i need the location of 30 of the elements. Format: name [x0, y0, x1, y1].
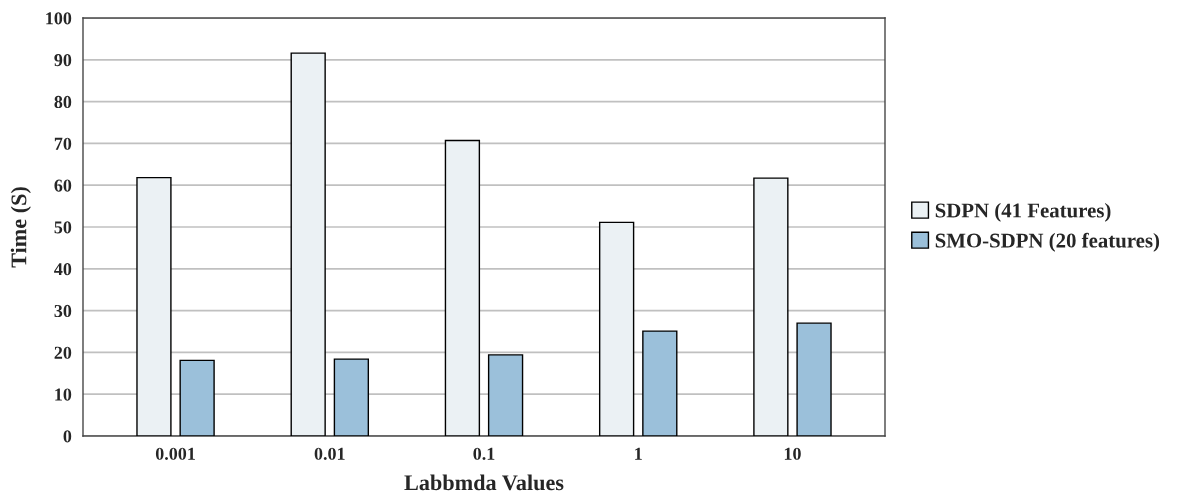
bar	[444, 139, 481, 436]
x-tick-label: 0.001	[155, 447, 195, 460]
bar	[333, 358, 370, 436]
x-tick-label: 1	[635, 447, 642, 460]
y-tick-label: 30	[54, 304, 72, 318]
y-tick-label: 60	[54, 179, 72, 192]
bar	[179, 359, 215, 436]
x-tick-label: 10	[784, 447, 801, 460]
y-tick-label: 50	[54, 221, 72, 234]
x-tick-label: 0.1	[473, 447, 495, 460]
bar	[290, 52, 326, 436]
bar	[598, 221, 635, 436]
y-tick-label: 80	[54, 95, 72, 109]
bar	[136, 176, 172, 436]
bar	[487, 354, 524, 436]
y-tick-label: 100	[46, 12, 72, 25]
y-tick-label: 0	[63, 430, 72, 443]
legend-label: SMO-SDPN (20 features)	[935, 232, 1160, 252]
legend-label: SDPN (41 Features)	[935, 202, 1111, 222]
y-tick-label: 20	[54, 346, 72, 359]
y-tick-label: 10	[55, 388, 72, 401]
bar	[753, 177, 789, 436]
y-tick-label: 40	[54, 263, 72, 276]
y-tick-label: 70	[54, 137, 72, 150]
bar	[642, 330, 678, 436]
x-tick-label: 0.01	[314, 447, 345, 460]
bar	[796, 322, 832, 436]
y-tick-label: 90	[54, 54, 72, 67]
x-axis-title: Labbmda Values	[404, 474, 564, 491]
y-axis-title: Time (S)	[10, 187, 31, 268]
